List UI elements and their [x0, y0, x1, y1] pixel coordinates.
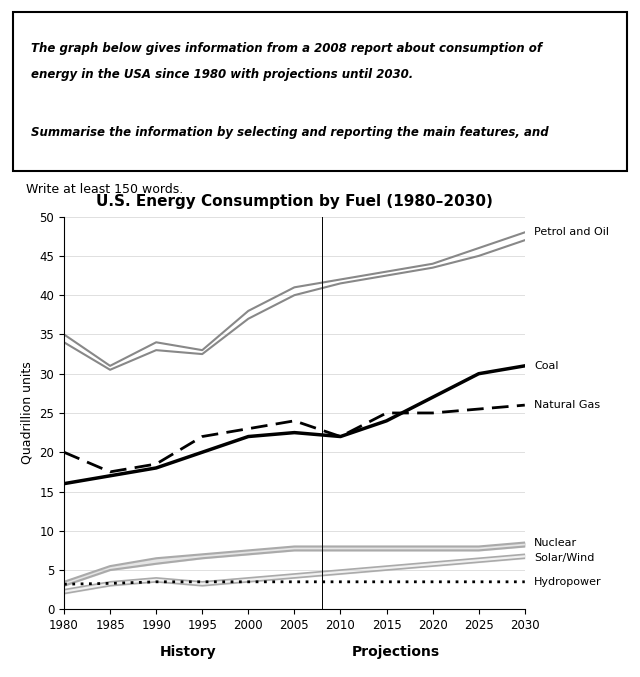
Text: Projections: Projections [352, 645, 440, 659]
FancyBboxPatch shape [13, 12, 627, 171]
Text: Hydropower: Hydropower [534, 577, 602, 587]
Text: energy in the USA since 1980 with projections until 2030.: energy in the USA since 1980 with projec… [31, 68, 413, 81]
Y-axis label: Quadrillion units: Quadrillion units [21, 362, 34, 464]
Text: History: History [160, 645, 217, 659]
Text: Write at least 150 words.: Write at least 150 words. [26, 183, 183, 196]
Text: Natural Gas: Natural Gas [534, 400, 600, 410]
Text: The graph below gives information from a 2008 report about consumption of: The graph below gives information from a… [31, 41, 542, 55]
Text: Petrol and Oil: Petrol and Oil [534, 227, 609, 238]
Text: Solar/Wind: Solar/Wind [534, 553, 595, 563]
Title: U.S. Energy Consumption by Fuel (1980–2030): U.S. Energy Consumption by Fuel (1980–20… [96, 194, 493, 209]
Text: Coal: Coal [534, 361, 559, 371]
Text: Nuclear: Nuclear [534, 538, 577, 548]
Text: Summarise the information by selecting and reporting the main features, and: Summarise the information by selecting a… [31, 126, 549, 139]
